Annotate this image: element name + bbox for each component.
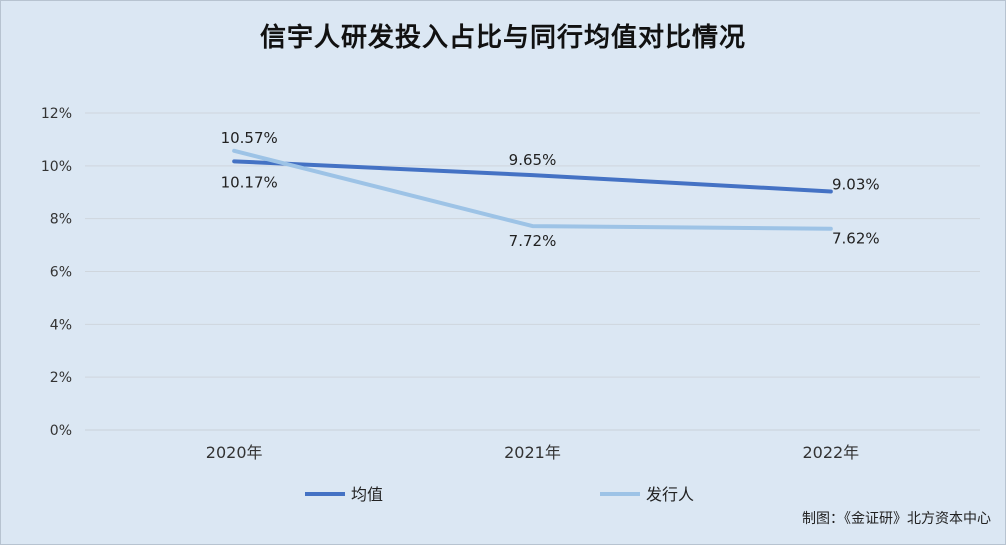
chart-title: 信宇人研发投入占比与同行均值对比情况 [259, 23, 746, 53]
x-tick-label: 2022年 [802, 443, 859, 462]
y-tick-label: 6% [50, 265, 72, 281]
data-label: 9.03% [832, 175, 880, 193]
legend-label: 发行人 [646, 485, 694, 504]
y-tick-label: 4% [50, 317, 72, 333]
data-label: 7.72% [509, 232, 557, 250]
y-tick-label: 10% [41, 159, 72, 175]
y-tick-label: 0% [50, 423, 72, 439]
credit-text: 制图：《金证研》北方资本中心 [802, 511, 991, 527]
data-label: 7.62% [832, 230, 880, 248]
y-tick-label: 12% [41, 106, 72, 122]
data-label: 9.65% [509, 151, 557, 169]
y-tick-label: 8% [50, 212, 72, 228]
y-tick-label: 2% [50, 370, 72, 386]
data-label: 10.17% [221, 173, 278, 191]
series-line-issuer [232, 148, 833, 231]
x-tick-label: 2021年 [504, 443, 561, 462]
data-label: 10.57% [221, 129, 278, 147]
x-tick-label: 2020年 [206, 443, 263, 462]
series-line-average [232, 159, 833, 194]
legend-label: 均值 [351, 485, 383, 504]
